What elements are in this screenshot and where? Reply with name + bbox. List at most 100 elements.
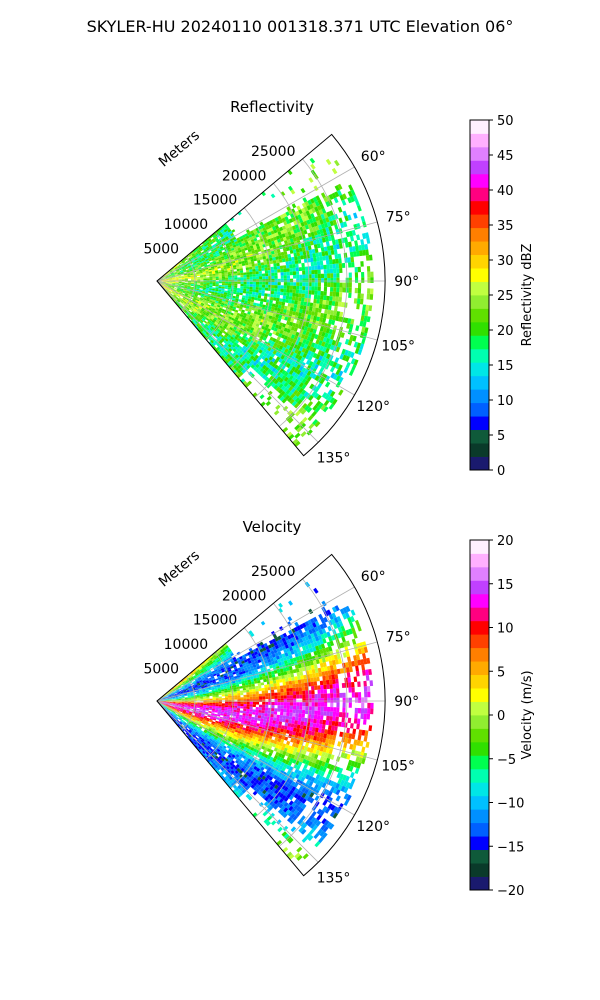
field-cell	[317, 402, 324, 409]
field-cell	[215, 703, 219, 705]
field-cell	[179, 268, 183, 271]
field-cell	[330, 669, 335, 675]
field-cell	[251, 266, 256, 270]
field-cell	[214, 335, 219, 339]
field-cell	[205, 271, 209, 274]
field-cell	[322, 406, 329, 413]
field-cell	[237, 281, 241, 284]
field-cell	[296, 385, 302, 392]
field-cell	[282, 405, 289, 412]
field-cell	[262, 364, 267, 370]
field-cell	[292, 705, 297, 710]
field-cell	[317, 349, 323, 356]
field-cell	[206, 674, 211, 678]
field-cell	[323, 689, 327, 694]
field-cell	[191, 306, 195, 310]
field-cell	[335, 258, 339, 264]
field-cell	[275, 356, 281, 362]
field-cell	[201, 268, 206, 271]
field-cell	[287, 643, 292, 648]
field-cell	[270, 353, 276, 358]
field-cell	[206, 702, 210, 705]
field-cell	[211, 288, 216, 291]
field-cell	[190, 312, 194, 316]
field-cell	[181, 697, 185, 699]
field-cell	[217, 257, 222, 260]
field-cell	[238, 349, 243, 355]
field-cell	[308, 310, 312, 316]
field-cell	[271, 278, 275, 282]
field-cell	[261, 687, 265, 691]
field-cell	[171, 268, 175, 271]
field-cell	[289, 669, 294, 674]
field-cell	[159, 278, 163, 280]
colorbar-segment	[470, 133, 489, 148]
field-cell	[210, 683, 214, 686]
field-cell	[176, 288, 180, 291]
field-cell	[210, 686, 215, 689]
field-cell	[259, 276, 263, 280]
field-cell	[169, 697, 173, 699]
field-cell	[293, 626, 299, 632]
field-cell	[345, 667, 350, 673]
field-cell	[260, 262, 265, 266]
field-cell	[205, 291, 209, 294]
field-cell	[347, 617, 353, 624]
field-cell	[252, 648, 257, 653]
field-cell	[310, 633, 315, 639]
field-cell	[199, 320, 203, 324]
field-cell	[277, 285, 281, 289]
field-cell	[176, 690, 180, 692]
field-cell	[246, 701, 250, 705]
field-cell	[265, 276, 269, 280]
field-cell	[244, 343, 249, 348]
field-cell	[287, 410, 293, 416]
field-cell	[283, 702, 287, 706]
field-cell	[298, 629, 303, 635]
field-cell	[241, 263, 246, 266]
field-cell	[283, 327, 288, 332]
field-cell	[237, 695, 241, 698]
field-cell	[203, 329, 207, 333]
field-cell	[218, 309, 222, 313]
field-cell	[348, 687, 352, 693]
field-cell	[338, 376, 344, 383]
field-cell	[286, 292, 290, 297]
field-cell	[202, 330, 206, 335]
field-cell	[199, 694, 204, 696]
field-cell	[296, 625, 301, 631]
field-cell	[159, 698, 163, 700]
field-cell	[160, 280, 164, 281]
field-cell	[204, 677, 209, 680]
field-cell	[213, 317, 218, 321]
field-cell	[327, 670, 332, 676]
field-cell	[319, 219, 324, 225]
field-cell	[272, 260, 277, 264]
field-cell	[231, 662, 236, 666]
field-cell	[211, 302, 215, 306]
field-cell	[185, 312, 189, 316]
field-cell	[239, 313, 244, 318]
field-cell	[298, 406, 305, 413]
field-cell	[209, 246, 213, 250]
field-cell	[202, 692, 206, 695]
field-cell	[303, 206, 309, 212]
field-cell	[255, 271, 259, 275]
field-cell	[167, 287, 170, 290]
field-cell	[252, 694, 256, 697]
field-cell	[174, 265, 177, 268]
field-cell	[233, 691, 238, 694]
field-cell	[201, 293, 205, 296]
field-cell	[262, 675, 267, 680]
field-cell	[246, 284, 250, 287]
field-cell	[250, 299, 255, 303]
field-cell	[215, 698, 219, 700]
field-cell	[217, 292, 221, 296]
angle-tick-label: 90°	[394, 274, 419, 290]
field-cell	[235, 296, 239, 300]
field-cell	[192, 314, 196, 318]
field-cell	[363, 315, 368, 322]
field-cell	[278, 218, 284, 224]
field-cell	[295, 687, 299, 692]
